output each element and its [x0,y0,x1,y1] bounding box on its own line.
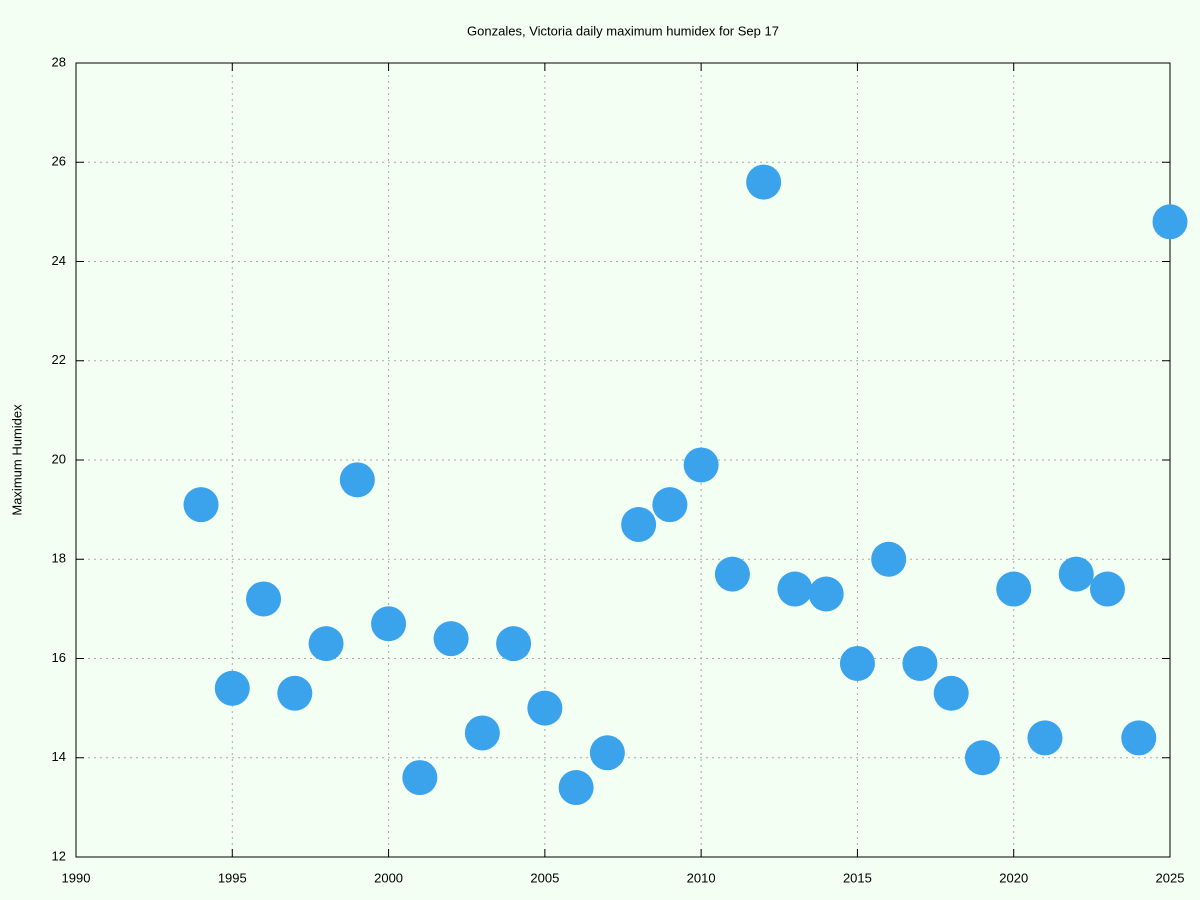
point [1152,204,1188,240]
y-tick-label: 14 [52,749,66,764]
point [1121,720,1157,756]
point [777,571,813,607]
point [808,576,844,612]
point [433,621,469,657]
point [339,462,375,498]
chart-title: Gonzales, Victoria daily maximum humidex… [467,23,779,38]
point [1058,556,1094,592]
point [558,770,594,806]
point [996,571,1032,607]
point [496,626,532,662]
y-tick-label: 18 [52,551,66,566]
x-tick-label: 2025 [1156,870,1185,885]
point [746,164,782,200]
point [214,670,250,706]
y-tick-label: 12 [52,848,66,863]
point [308,626,344,662]
point [964,740,1000,776]
plot-frame [75,62,1171,858]
point [621,507,657,543]
point [246,581,282,617]
point [933,675,969,711]
y-tick-label: 22 [52,352,66,367]
point [1089,571,1125,607]
point [589,735,625,771]
point [464,715,500,751]
x-tick-label: 2010 [687,870,716,885]
y-tick-label: 26 [52,154,66,169]
point [277,675,313,711]
point [527,690,563,726]
x-tick-label: 1995 [218,870,247,885]
x-tick-label: 2005 [530,870,559,885]
x-tick-label: 2000 [374,870,403,885]
point [683,447,719,483]
y-tick-label: 16 [52,650,66,665]
point [1027,720,1063,756]
point [371,606,407,642]
point [871,541,907,577]
x-tick-label: 2020 [999,870,1028,885]
x-tick-label: 2015 [843,870,872,885]
point [183,487,219,523]
y-tick-label: 28 [52,54,66,69]
y-tick-label: 24 [52,253,66,268]
y-axis-label: Maximum Humidex [9,404,24,516]
point [902,645,938,681]
point [714,556,750,592]
y-tick-label: 20 [52,451,66,466]
point [652,487,688,523]
point [839,645,875,681]
x-tick-label: 1990 [62,870,91,885]
point [402,760,438,796]
